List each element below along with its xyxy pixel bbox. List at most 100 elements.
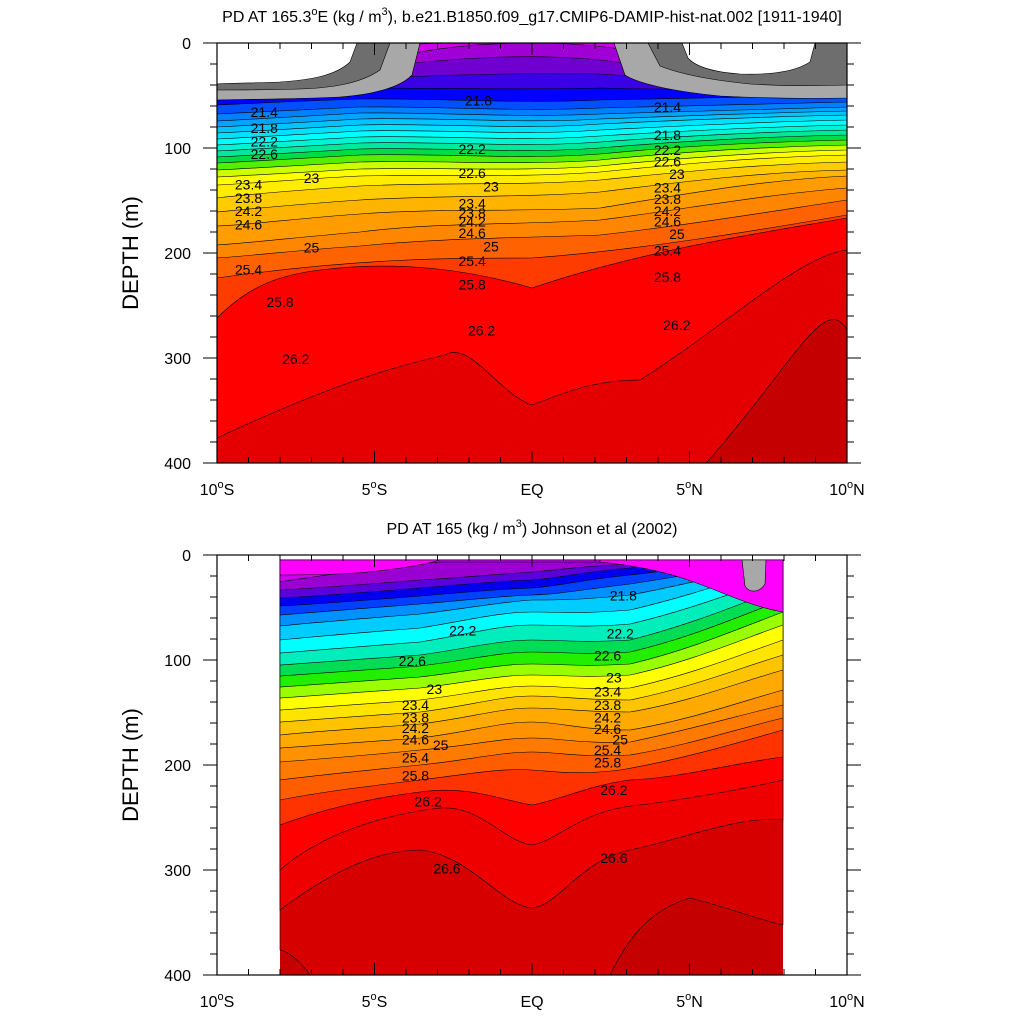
contour-label: 22.6 [594, 648, 621, 664]
contour-label: 26.2 [663, 317, 690, 333]
y-tick-label: 100 [164, 141, 191, 158]
panel-top-contour-labels: 21.421.822.222.62323.423.824.224.62525.4… [235, 93, 691, 367]
contour-label: 23.8 [459, 205, 486, 221]
band-bot-21.0-right [599, 559, 784, 613]
contour-label: 24.6 [402, 732, 429, 748]
contour-label: 23.4 [459, 195, 486, 211]
contour-label: 25.8 [402, 767, 429, 783]
y-tick-label: 300 [164, 351, 191, 368]
contour-label: 21.4 [654, 99, 681, 115]
panel-bottom-title: PD AT 165 (kg / m3) Johnson et al (2002) [386, 518, 677, 538]
contour-label: 26.2 [468, 322, 495, 338]
contour-label: 22.2 [459, 141, 486, 157]
x-tick-label: 10oS [200, 991, 235, 1011]
y-tick-label: 200 [164, 758, 191, 775]
contour-label: 26.2 [282, 351, 309, 367]
contour-label: 25.4 [594, 742, 621, 758]
contour-label: 25 [304, 240, 320, 256]
contour-label: 26.6 [600, 850, 627, 866]
contour-label: 23 [483, 179, 499, 195]
contour-label: 26.2 [414, 794, 441, 810]
x-tick-label: EQ [520, 994, 543, 1011]
contour-label: 25.4 [654, 243, 681, 259]
contour-label: 23.8 [654, 191, 681, 207]
panel-top: PD AT 165.3oE (kg / m3), b.e21.B1850.f09… [118, 6, 865, 499]
contour-label: 25.8 [459, 276, 486, 292]
contour-label: 24.2 [459, 213, 486, 229]
panel-top-ylabel: DEPTH (m) [118, 196, 143, 310]
contour-label: 25.8 [654, 269, 681, 285]
x-tick-label: 10oS [200, 479, 235, 499]
contour-label: 24.2 [594, 710, 621, 726]
contour-label: 23.4 [235, 177, 262, 193]
contour-label: 21.8 [610, 588, 637, 604]
panel-bottom-ticks: 10oS 5oS EQ 5oN 10oN 0 100 200 300 400 [164, 548, 864, 1011]
contour-label: 24.6 [235, 216, 262, 232]
panel-bottom-ylabel: DEPTH (m) [118, 708, 143, 822]
band-bot-gray [741, 559, 767, 592]
panel-top-ticks: 10oS 5oS EQ 5oN 10oN 0 100 200 300 400 [164, 36, 864, 499]
panel-top-field [217, 43, 847, 463]
contour-label: 22.2 [654, 142, 681, 158]
contour-label: 23.4 [594, 683, 621, 699]
x-tick-label: 10oN [829, 991, 864, 1011]
band-top-white-right [681, 43, 816, 75]
contour-label: 25 [433, 737, 449, 753]
contour-label: 21.8 [654, 127, 681, 143]
x-tick-label: 5oN [676, 991, 703, 1011]
y-tick-label: 0 [182, 548, 191, 565]
band-bot-21.0 [279, 559, 441, 576]
contour-label: 22.6 [399, 653, 426, 669]
contour-label: 21.4 [251, 104, 278, 120]
contour-label: 25.4 [459, 253, 486, 269]
y-tick-label: 100 [164, 653, 191, 670]
contour-label: 26.2 [600, 782, 627, 798]
contour-label: 24.6 [459, 225, 486, 241]
y-tick-label: 400 [164, 968, 191, 985]
panel-bottom-field [279, 559, 784, 975]
contour-label: 24.2 [654, 203, 681, 219]
contour-label: 23 [427, 681, 443, 697]
contour-label: 23.8 [594, 697, 621, 713]
contour-label: 25.4 [402, 749, 429, 765]
y-tick-label: 0 [182, 36, 191, 53]
x-tick-label: 5oN [676, 479, 703, 499]
contour-label: 25 [483, 238, 499, 254]
contour-label: 22.6 [654, 153, 681, 169]
contour-label: 21.8 [465, 93, 492, 109]
contour-label: 21.8 [251, 120, 278, 136]
contour-label: 24.6 [654, 213, 681, 229]
contour-label: 25.8 [266, 294, 293, 310]
contour-label: 25 [669, 226, 685, 242]
contour-label: 22.6 [459, 165, 486, 181]
contour-label: 22.2 [449, 622, 476, 638]
contour-label: 25.8 [594, 755, 621, 771]
contour-label: 23 [304, 170, 320, 186]
band-top-white [217, 43, 358, 85]
contour-label: 25.4 [235, 262, 262, 278]
contour-label: 23.8 [402, 710, 429, 726]
contour-label: 24.2 [235, 203, 262, 219]
contour-label: 25 [612, 732, 628, 748]
x-tick-label: 10oN [829, 479, 864, 499]
x-tick-label: 5oS [362, 991, 388, 1011]
contour-label: 22.2 [607, 626, 634, 642]
contour-label: 26.6 [433, 861, 460, 877]
contour-label: 23 [669, 166, 685, 182]
contour-label: 24.2 [402, 720, 429, 736]
y-tick-label: 400 [164, 456, 191, 473]
contour-label: 22.6 [251, 146, 278, 162]
y-tick-label: 300 [164, 863, 191, 880]
contour-label: 24.6 [594, 721, 621, 737]
y-tick-label: 200 [164, 246, 191, 263]
contour-label: 22.2 [251, 133, 278, 149]
panel-bottom: PD AT 165 (kg / m3) Johnson et al (2002) [118, 518, 865, 1011]
panel-top-title: PD AT 165.3oE (kg / m3), b.e21.B1850.f09… [222, 6, 842, 26]
contour-label: 23.4 [654, 180, 681, 196]
contour-label: 23.4 [402, 697, 429, 713]
panel-bottom-contour-labels: 21.822.2 22.222.6 22.6232323.423.423.823.8… [399, 588, 638, 877]
x-tick-label: EQ [520, 482, 543, 499]
x-tick-label: 5oS [362, 479, 388, 499]
contour-label: 23.8 [235, 190, 262, 206]
